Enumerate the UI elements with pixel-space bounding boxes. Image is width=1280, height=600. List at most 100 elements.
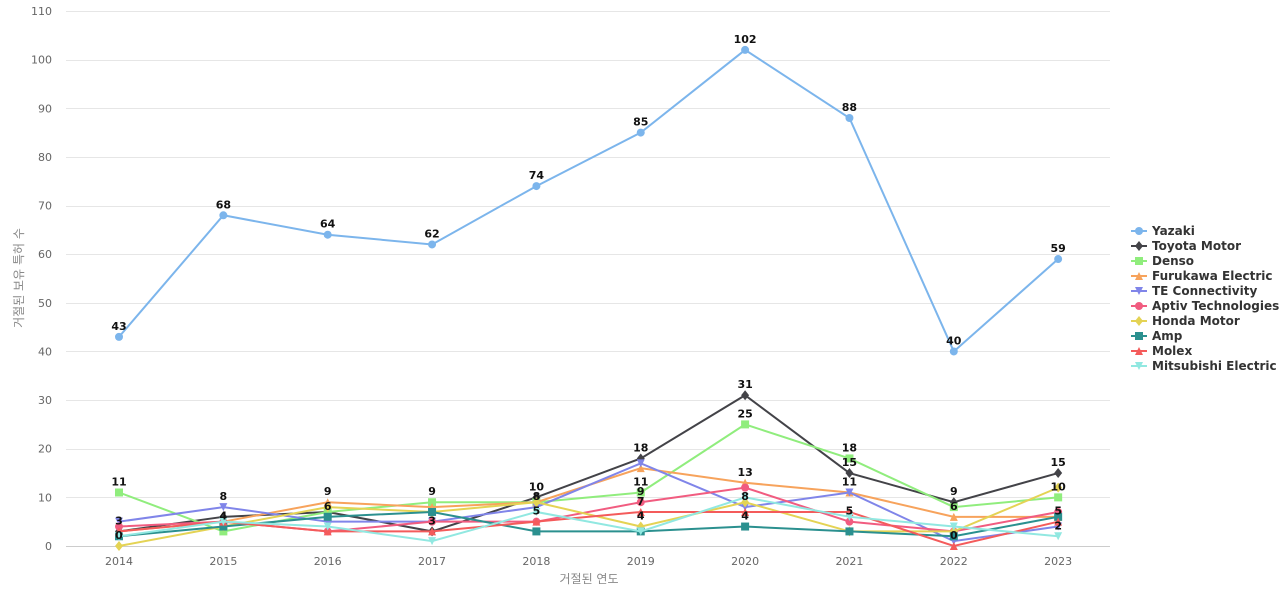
data-label: 102 bbox=[734, 33, 757, 46]
series-line bbox=[118, 486, 1059, 547]
x-tick-label: 2015 bbox=[209, 555, 237, 568]
data-point bbox=[532, 517, 541, 526]
data-label: 88 bbox=[842, 101, 857, 114]
data-label: 0 bbox=[950, 529, 958, 542]
data-point bbox=[115, 488, 123, 497]
legend-item[interactable]: Honda Motor bbox=[1131, 314, 1240, 328]
data-label: 15 bbox=[842, 456, 857, 469]
x-axis-ticks: 2014 2015 2016 2017 2018 2019 2020 2021 2022 2023 bbox=[105, 555, 1072, 568]
data-label: 4 bbox=[220, 510, 228, 523]
data-point bbox=[845, 114, 854, 122]
data-point bbox=[636, 459, 645, 468]
data-labels: 4368646274851028840591018311591511911251… bbox=[111, 33, 1066, 542]
y-tick-label: 100 bbox=[31, 54, 52, 67]
legend-item[interactable]: Mitsubishi Electric bbox=[1131, 359, 1277, 373]
legend-item[interactable]: TE Connectivity bbox=[1131, 284, 1257, 298]
data-label: 9 bbox=[637, 485, 645, 498]
data-label: 31 bbox=[737, 378, 752, 391]
data-point bbox=[532, 182, 541, 191]
data-label: 10 bbox=[1050, 480, 1066, 493]
data-point bbox=[428, 240, 437, 249]
data-label: 64 bbox=[320, 218, 336, 231]
data-point bbox=[115, 517, 123, 526]
y-tick-label: 0 bbox=[45, 540, 52, 553]
data-point bbox=[636, 128, 645, 137]
legend-label: Mitsubishi Electric bbox=[1152, 359, 1277, 373]
data-label: 7 bbox=[637, 495, 645, 508]
data-point bbox=[323, 527, 332, 536]
data-point bbox=[1135, 332, 1143, 340]
data-label: 6 bbox=[950, 500, 958, 513]
data-label: 18 bbox=[842, 441, 857, 454]
series-line bbox=[118, 510, 1059, 548]
y-tick-label: 60 bbox=[38, 248, 52, 261]
data-label: 5 bbox=[846, 505, 854, 518]
data-point bbox=[636, 488, 645, 497]
legend-item[interactable]: Amp bbox=[1131, 329, 1183, 343]
legend-item[interactable]: Toyota Motor bbox=[1131, 239, 1241, 253]
x-tick-label: 2019 bbox=[627, 555, 655, 568]
data-point bbox=[115, 332, 123, 341]
data-point bbox=[845, 488, 854, 497]
data-point bbox=[323, 512, 332, 521]
data-point bbox=[1135, 362, 1143, 370]
data-point bbox=[1054, 532, 1063, 541]
data-label: 10 bbox=[529, 480, 545, 493]
data-point bbox=[845, 454, 854, 463]
data-label: 5 bbox=[533, 505, 541, 518]
data-point bbox=[115, 522, 123, 531]
data-label: 85 bbox=[633, 116, 648, 129]
data-label: 68 bbox=[216, 198, 231, 211]
series-lines bbox=[115, 45, 1063, 551]
x-tick-label: 2018 bbox=[522, 555, 550, 568]
data-point bbox=[1054, 482, 1063, 493]
data-point bbox=[1054, 255, 1063, 264]
data-label: 8 bbox=[533, 490, 541, 503]
data-point bbox=[949, 522, 958, 531]
x-tick-label: 2017 bbox=[418, 555, 446, 568]
legend-label: Aptiv Technologies bbox=[1152, 299, 1279, 313]
legend-item[interactable]: Denso bbox=[1131, 254, 1194, 268]
data-point bbox=[532, 507, 541, 516]
y-tick-label: 10 bbox=[38, 491, 52, 504]
x-tick-label: 2023 bbox=[1044, 555, 1072, 568]
legend-item[interactable]: Aptiv Technologies bbox=[1131, 299, 1279, 313]
data-point bbox=[1135, 316, 1143, 326]
data-label: 40 bbox=[946, 334, 962, 347]
y-axis-title: 거절된 보유 특허 수 bbox=[12, 228, 26, 328]
data-label: 13 bbox=[737, 466, 752, 479]
data-label: 18 bbox=[633, 441, 648, 454]
data-point bbox=[741, 497, 750, 508]
data-label: 8 bbox=[220, 490, 228, 503]
data-point bbox=[428, 517, 437, 526]
x-tick-label: 2022 bbox=[940, 555, 968, 568]
data-point bbox=[1054, 468, 1063, 479]
data-point bbox=[323, 522, 332, 531]
data-point bbox=[1135, 257, 1143, 265]
legend-item[interactable]: Yazaki bbox=[1131, 224, 1195, 238]
data-label: 43 bbox=[111, 320, 126, 333]
data-label: 11 bbox=[842, 476, 857, 489]
y-tick-label: 40 bbox=[38, 345, 52, 358]
legend-item[interactable]: Furukawa Electric bbox=[1131, 269, 1273, 283]
data-label: 11 bbox=[633, 476, 648, 489]
data-point bbox=[949, 347, 958, 356]
series-yazaki bbox=[115, 45, 1063, 356]
data-point bbox=[845, 468, 854, 479]
data-label: 3 bbox=[428, 514, 436, 527]
data-label: 62 bbox=[424, 227, 439, 240]
data-label: 0 bbox=[115, 529, 123, 542]
legend-label: Yazaki bbox=[1151, 224, 1195, 238]
y-tick-label: 30 bbox=[38, 394, 52, 407]
data-label: 4 bbox=[637, 510, 645, 523]
legend-item[interactable]: Molex bbox=[1131, 344, 1192, 358]
y-axis-ticks: 0 10 20 30 40 50 60 70 80 90 100 110 bbox=[31, 5, 52, 553]
data-point bbox=[741, 493, 750, 502]
data-point bbox=[1054, 493, 1063, 502]
series-line bbox=[118, 510, 1059, 538]
legend-label: Molex bbox=[1152, 344, 1192, 358]
y-tick-label: 80 bbox=[38, 151, 52, 164]
data-point bbox=[219, 503, 228, 512]
